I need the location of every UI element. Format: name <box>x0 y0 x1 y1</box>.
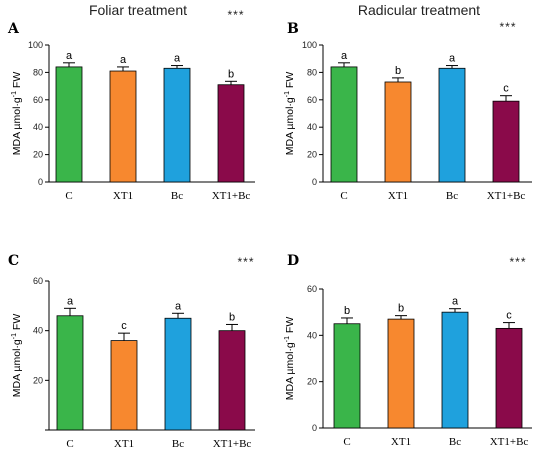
x-tick-label: Bc <box>446 190 458 202</box>
chart-panel-d: D *** 0 20 40 60 MDA µmol·g-1 FW b Cb XT1 a Bc c XT1+… <box>284 253 532 448</box>
y-tick-label: 40 <box>33 326 43 336</box>
significance-letter: a <box>452 296 459 308</box>
x-tick-label: XT1 <box>388 190 408 202</box>
y-axis-label: MDA µmol·g-1 FW <box>284 317 296 401</box>
significance-letter: c <box>121 320 127 332</box>
y-tick-label: 20 <box>33 375 43 385</box>
x-tick-label: Bc <box>171 190 183 202</box>
significance-letter: a <box>66 50 73 62</box>
x-tick-label: C <box>340 190 347 202</box>
y-tick-label: 60 <box>307 284 317 294</box>
chart-panel-a: A Foliar treatment *** 0 20 40 60 80 100 MDA µmol… <box>7 2 255 202</box>
bar-xt1-bc <box>492 100 520 183</box>
x-tick-label: XT1 <box>113 190 133 202</box>
x-tick-label: Bc <box>172 438 184 450</box>
x-tick-label: XT1+Bc <box>213 438 252 450</box>
x-tick-label: XT1+Bc <box>212 190 251 202</box>
y-axis-label: MDA µmol·g-1 FW <box>11 314 23 398</box>
y-tick-label: 40 <box>33 122 43 132</box>
significance-stars: *** <box>499 20 516 34</box>
x-tick-label: C <box>66 438 73 450</box>
significance-letter: b <box>398 303 404 315</box>
bar-bc <box>164 317 192 431</box>
significance-letter: b <box>344 305 350 317</box>
significance-letter: b <box>395 65 401 77</box>
significance-letter: a <box>341 50 348 62</box>
y-tick-label: 80 <box>33 67 43 77</box>
bar-c <box>56 315 84 431</box>
bar-xt1 <box>384 81 412 183</box>
bar-c <box>55 66 83 183</box>
bar-c <box>330 66 358 183</box>
significance-stars: *** <box>509 255 526 269</box>
bar-bc <box>163 67 191 183</box>
y-tick-label: 20 <box>307 377 317 387</box>
bar-xt1-bc <box>495 327 523 429</box>
chart-title: Radicular treatment <box>358 2 480 18</box>
chart-panel-c: C *** 20 40 60 MDA µmol·g-1 FW a Cc XT1 a Bc b XT1+B… <box>8 253 255 450</box>
y-tick-label: 80 <box>307 67 317 77</box>
y-tick-label: 20 <box>307 150 317 160</box>
y-tick-label: 40 <box>307 330 317 340</box>
significance-letter: a <box>120 54 127 66</box>
y-tick-label: 60 <box>33 276 43 286</box>
bar-xt1 <box>110 340 138 431</box>
bar-bc <box>438 67 466 183</box>
significance-letter: c <box>503 83 509 95</box>
y-tick-label: 60 <box>307 95 317 105</box>
bar-bc <box>441 311 469 429</box>
x-tick-label: XT1 <box>391 436 411 448</box>
significance-letter: c <box>506 310 512 322</box>
panel-letter: D <box>287 253 299 269</box>
x-tick-label: Bc <box>449 436 461 448</box>
y-axis-label: MDA µmol·g-1 FW <box>284 72 296 156</box>
bar-xt1 <box>109 70 137 183</box>
y-tick-label: 0 <box>312 423 317 433</box>
y-tick-label: 0 <box>38 177 43 187</box>
panel-letter: C <box>8 253 19 269</box>
significance-letter: a <box>175 300 182 312</box>
x-tick-label: C <box>65 190 72 202</box>
significance-letter: b <box>229 311 235 323</box>
y-tick-label: 100 <box>302 40 317 50</box>
x-tick-label: XT1+Bc <box>490 436 529 448</box>
bar-c <box>333 323 361 429</box>
significance-letter: a <box>67 295 74 307</box>
bar-xt1 <box>387 318 415 429</box>
significance-letter: b <box>228 68 234 80</box>
significance-stars: *** <box>227 8 244 22</box>
bar-xt1-bc <box>217 84 245 183</box>
y-tick-label: 60 <box>33 95 43 105</box>
chart-panel-b: B Radicular treatment *** 0 20 40 60 80 100 MDA µ… <box>284 2 532 202</box>
significance-letter: a <box>174 53 181 65</box>
bar-xt1-bc <box>218 330 246 431</box>
significance-stars: *** <box>237 255 254 269</box>
y-tick-label: 40 <box>307 122 317 132</box>
panel-letter: A <box>7 21 20 37</box>
chart-title: Foliar treatment <box>89 2 187 18</box>
significance-letter: a <box>449 53 456 65</box>
y-tick-label: 100 <box>28 40 43 50</box>
x-tick-label: XT1+Bc <box>487 190 526 202</box>
y-tick-label: 20 <box>33 150 43 160</box>
x-tick-label: XT1 <box>114 438 134 450</box>
x-tick-label: C <box>343 436 350 448</box>
panel-letter: B <box>287 21 299 37</box>
y-tick-label: 0 <box>312 177 317 187</box>
y-axis-label: MDA µmol·g-1 FW <box>11 72 23 156</box>
